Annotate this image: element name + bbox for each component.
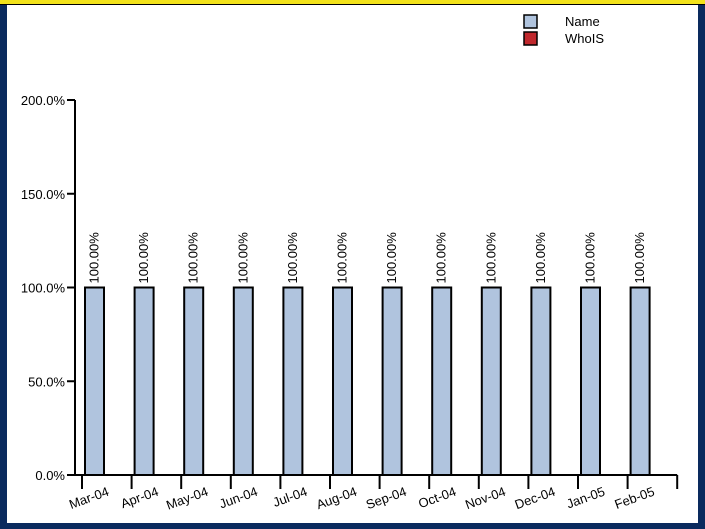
- bar-data-label: 100.00%: [285, 232, 300, 284]
- bar-data-label: 100.00%: [335, 232, 350, 284]
- x-category-label: Sep-04: [364, 484, 409, 512]
- bar-data-label: 100.00%: [483, 232, 498, 284]
- bar-name-jul-04: [282, 286, 304, 476]
- x-category-label: Jul-04: [271, 484, 309, 510]
- bar-data-label: 100.00%: [235, 232, 250, 284]
- x-category-label: Jan-05: [564, 484, 606, 512]
- legend-label-whois: WhoIS: [565, 31, 604, 46]
- bar-name-sep-04: [381, 286, 403, 476]
- bar-name-nov-04: [480, 286, 502, 476]
- bar-data-label: 100.00%: [632, 232, 647, 284]
- x-category-label: Dec-04: [513, 484, 558, 512]
- x-category-label: Nov-04: [463, 484, 508, 512]
- bar-name-dec-04: [530, 286, 552, 476]
- bar-name-jan-05: [580, 286, 601, 476]
- bar-name-feb-05: [629, 286, 651, 476]
- x-category-label: Feb-05: [613, 484, 657, 512]
- x-category-label: Aug-04: [314, 484, 359, 512]
- bar-name-apr-04: [133, 286, 155, 476]
- y-tick-label: 200.0%: [21, 93, 66, 108]
- x-category-label: Mar-04: [67, 484, 111, 512]
- bar-name-aug-04: [332, 286, 353, 476]
- x-category-label: Apr-04: [119, 484, 161, 511]
- top-band: [0, 0, 705, 5]
- bar-data-label: 100.00%: [87, 232, 102, 284]
- y-tick-label: 50.0%: [28, 374, 65, 389]
- bars: 100.00% 100.00% 100.00% 100.00% 100.00% 100.0…: [84, 232, 651, 476]
- bar-data-label: 100.00%: [384, 232, 399, 284]
- y-tick-label: 150.0%: [21, 187, 66, 202]
- bar-data-label: 100.00%: [583, 232, 598, 284]
- x-category-label: Jun-04: [217, 484, 259, 512]
- legend: Name WhoIS: [523, 14, 604, 46]
- bar-data-label: 100.00%: [186, 232, 201, 284]
- bar-data-label: 100.00%: [136, 232, 151, 284]
- legend-swatch-whois: [523, 31, 538, 46]
- legend-swatch-name: [523, 14, 538, 29]
- y-tick-label: 100.0%: [21, 281, 66, 296]
- y-tick-label: 0.0%: [35, 468, 65, 483]
- bar-name-mar-04: [84, 286, 105, 476]
- x-category-label: Oct-04: [416, 484, 458, 511]
- bar-name-oct-04: [431, 286, 453, 476]
- legend-label-name: Name: [565, 14, 600, 29]
- bar-name-may-04: [183, 286, 205, 476]
- bar-data-label: 100.00%: [533, 232, 548, 284]
- bar-data-label: 100.00%: [434, 232, 449, 284]
- x-category-label: May-04: [164, 484, 210, 513]
- bar-name-jun-04: [232, 286, 254, 476]
